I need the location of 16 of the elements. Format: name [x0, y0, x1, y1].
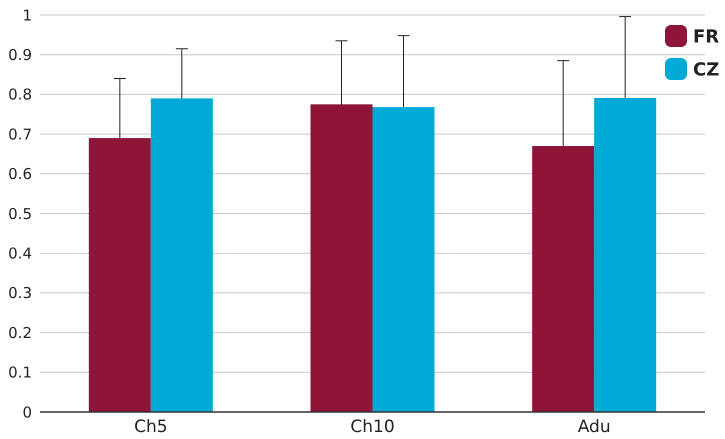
y-tick-label: 1 [22, 6, 32, 24]
y-tick-label: 0 [22, 403, 32, 422]
legend-label: FR [693, 26, 720, 48]
legend-label: CZ [693, 59, 720, 80]
y-tick-label: 0.8 [8, 86, 32, 104]
y-tick-label: 0.5 [8, 204, 32, 223]
y-tick-label: 0.2 [8, 324, 32, 342]
y-tick-label: 0.3 [8, 284, 32, 302]
x-tick-label: Adu [578, 417, 611, 437]
y-tick-label: 0.1 [8, 364, 32, 382]
y-tick-label: 0.7 [8, 125, 32, 144]
x-tick-label: Ch10 [350, 417, 395, 437]
x-tick-label: Ch5 [134, 417, 168, 437]
y-tick-label: 0.9 [8, 46, 32, 64]
y-tick-label: 0.4 [8, 244, 32, 262]
y-tick-label: 0.6 [8, 165, 32, 184]
